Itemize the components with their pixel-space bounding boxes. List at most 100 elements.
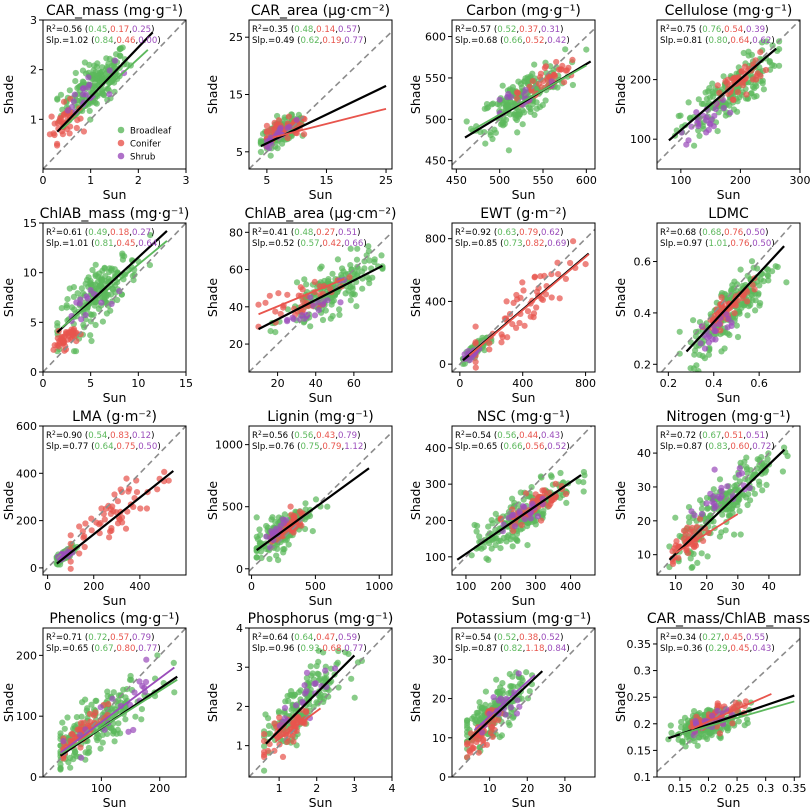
point-broadleaf	[497, 121, 505, 128]
point-shrub	[697, 340, 704, 347]
x-tick-label: 40	[309, 377, 323, 390]
point-broadleaf	[293, 279, 301, 286]
stat-comma: ,	[114, 36, 117, 46]
point-conifer	[749, 76, 757, 83]
stat-group-3: 0.55	[746, 633, 765, 643]
point-conifer	[738, 68, 745, 75]
stat-all: 0.36	[683, 644, 705, 654]
point-broadleaf	[557, 469, 564, 477]
point-broadleaf	[89, 266, 96, 274]
stat-comma: ,	[114, 644, 117, 654]
point-shrub	[125, 728, 132, 735]
point-shrub	[723, 706, 730, 713]
point-conifer	[724, 80, 731, 87]
y-tick-label: 20	[637, 515, 651, 528]
point-broadleaf	[303, 281, 310, 288]
stat-comma: ,	[544, 239, 547, 249]
point-shrub	[302, 690, 309, 697]
point-broadleaf	[681, 714, 689, 721]
x-tick-label: 2	[135, 174, 142, 187]
slope-annotation: Slp.=1.01 (0.81,0.45,0.64)	[46, 239, 161, 249]
y-tick-label: 0	[30, 366, 37, 379]
stat-comma: ,	[129, 25, 132, 35]
r2-symbol: R	[46, 633, 52, 643]
subplot-title: CAR_area (µg·cm⁻²)	[251, 3, 390, 19]
subplot-title: Phenolics (mg·g⁻¹)	[49, 611, 179, 627]
point-broadleaf	[704, 735, 711, 743]
point-shrub	[508, 704, 515, 711]
stat-group-3: 0.43	[752, 644, 771, 654]
point-conifer	[519, 279, 526, 286]
fit-line-conifer	[675, 513, 739, 554]
x-axis-label: Sun	[512, 390, 536, 405]
y-tick-label: 400	[425, 295, 446, 308]
point-conifer	[504, 334, 511, 341]
r2-symbol: R	[252, 25, 258, 35]
x-tick-label: 200	[83, 580, 104, 593]
y-axis-label: Shade	[1, 75, 16, 114]
point-conifer	[287, 726, 294, 733]
x-tick-label: 100	[91, 782, 112, 795]
r2-symbol: R	[46, 25, 52, 35]
point-broadleaf	[735, 496, 742, 503]
r2-annotation: R2=0.75 (0.76,0.54,0.39)	[660, 24, 769, 36]
y-tick-label: 0	[30, 562, 37, 575]
x-tick-label: 2	[313, 782, 320, 795]
x-tick-label: 800	[575, 377, 596, 390]
point-broadleaf	[474, 709, 481, 716]
point-broadleaf	[66, 87, 73, 94]
point-conifer	[729, 720, 736, 727]
y-tick-label: 3	[30, 14, 37, 27]
point-shrub	[130, 726, 137, 734]
point-broadleaf	[70, 284, 77, 291]
point-conifer	[486, 340, 493, 347]
y-tick-label: 100	[16, 710, 37, 723]
r2-equals: =	[670, 25, 677, 35]
point-broadleaf	[751, 490, 759, 497]
stat-group-1: 0.75	[300, 442, 319, 452]
stat-all: 0.52	[275, 239, 297, 249]
stat-comma: ,	[107, 431, 110, 441]
stat-group-1: 0.52	[497, 633, 516, 643]
point-conifer	[297, 284, 304, 291]
x-tick-label: 60	[347, 377, 361, 390]
stat-group-1: 0.56	[497, 431, 516, 441]
point-broadleaf	[482, 688, 489, 695]
stat-comma: ,	[523, 644, 526, 654]
point-broadleaf	[350, 290, 357, 297]
stat-paren-open: (	[500, 442, 503, 452]
point-broadleaf	[771, 62, 778, 69]
r2-superscript: 2	[461, 430, 465, 437]
point-conifer	[472, 323, 479, 330]
r2-superscript: 2	[258, 632, 262, 639]
point-broadleaf	[514, 111, 522, 118]
point-shrub	[527, 515, 534, 522]
point-broadleaf	[88, 311, 95, 319]
point-broadleaf	[488, 517, 495, 524]
point-conifer	[716, 89, 723, 96]
y-tick-label: 2	[30, 64, 37, 77]
r2-equals: =	[262, 25, 269, 35]
stat-paren-open: (	[91, 644, 94, 654]
y-tick-label: 0.2	[634, 718, 652, 731]
point-broadleaf	[111, 738, 118, 745]
x-tick-label: 5	[87, 377, 94, 390]
x-tick-label: 4	[389, 782, 396, 795]
stat-paren-close: )	[765, 633, 768, 643]
point-shrub	[710, 493, 717, 500]
point-conifer	[111, 491, 118, 498]
stat-group-2: 0.14	[316, 25, 335, 35]
point-broadleaf	[523, 669, 530, 676]
point-broadleaf	[138, 706, 145, 713]
y-tick-label: 5	[30, 316, 37, 329]
point-broadleaf	[358, 657, 365, 665]
point-broadleaf	[347, 284, 354, 291]
point-conifer	[730, 75, 737, 82]
point-conifer	[570, 238, 577, 245]
stat-paren-close: )	[566, 239, 569, 249]
point-shrub	[736, 465, 743, 472]
